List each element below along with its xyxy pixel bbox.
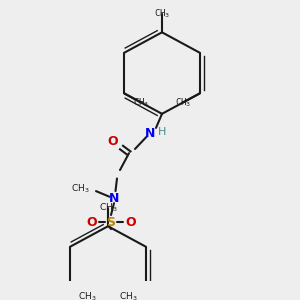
Text: H: H: [158, 127, 166, 137]
Text: O: O: [125, 215, 136, 229]
Text: CH$_3$: CH$_3$: [175, 96, 191, 109]
Text: O: O: [107, 135, 118, 148]
Text: CH$_3$: CH$_3$: [99, 202, 117, 214]
Text: O: O: [86, 215, 97, 229]
Text: CH$_3$: CH$_3$: [119, 290, 138, 300]
Text: CH$_3$: CH$_3$: [154, 8, 170, 20]
Text: N: N: [145, 127, 155, 140]
Text: N: N: [109, 192, 119, 205]
Text: CH$_3$: CH$_3$: [133, 96, 149, 109]
Text: CH$_3$: CH$_3$: [71, 182, 90, 195]
Text: S: S: [106, 215, 116, 229]
Text: CH$_3$: CH$_3$: [78, 290, 97, 300]
